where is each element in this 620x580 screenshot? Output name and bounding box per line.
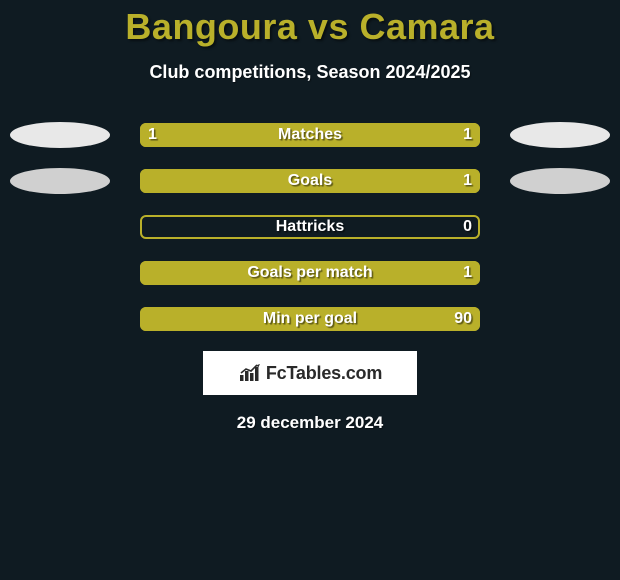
player-ellipse-right	[510, 168, 610, 194]
stat-row: 1Goals	[0, 167, 620, 195]
logo-box: FcTables.com	[203, 351, 417, 395]
stat-row: 1Goals per match	[0, 259, 620, 287]
stat-value-right: 1	[463, 261, 472, 285]
page-subtitle: Club competitions, Season 2024/2025	[0, 62, 620, 83]
stat-value-right: 90	[454, 307, 472, 331]
page-title: Bangoura vs Camara	[0, 6, 620, 48]
bar-fill-right	[310, 123, 480, 147]
stat-value-right: 1	[463, 123, 472, 147]
stats-container: 11Matches1Goals0Hattricks1Goals per matc…	[0, 121, 620, 333]
chart-icon	[238, 363, 264, 383]
bar-fill-right	[140, 261, 480, 285]
stat-value-right: 0	[463, 215, 472, 239]
stat-row: 0Hattricks	[0, 213, 620, 241]
logo-text: FcTables.com	[266, 363, 382, 384]
player-ellipse-left	[10, 168, 110, 194]
bar-fill-right	[140, 169, 480, 193]
bar-track	[140, 215, 480, 239]
stat-value-left: 1	[148, 123, 157, 147]
player-ellipse-right	[510, 122, 610, 148]
bar-fill-right	[140, 307, 480, 331]
player-ellipse-left	[10, 122, 110, 148]
stat-value-right: 1	[463, 169, 472, 193]
footer-date: 29 december 2024	[0, 413, 620, 433]
bar-fill-left	[140, 123, 310, 147]
page: Bangoura vs Camara Club competitions, Se…	[0, 0, 620, 580]
stat-row: 11Matches	[0, 121, 620, 149]
stat-row: 90Min per goal	[0, 305, 620, 333]
